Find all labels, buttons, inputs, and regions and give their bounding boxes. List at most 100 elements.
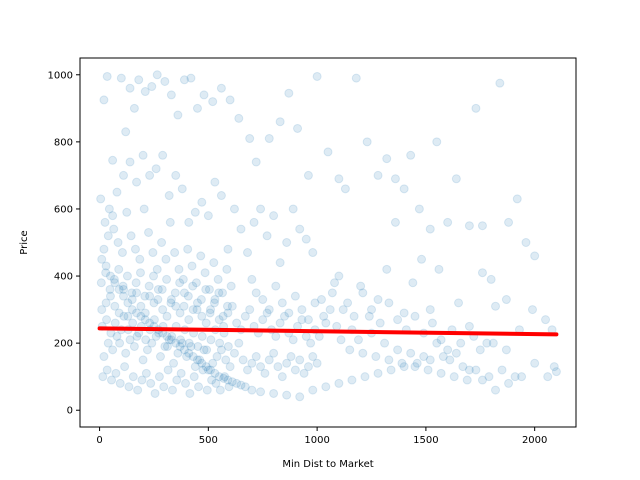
- data-point: [243, 365, 253, 375]
- data-point: [271, 331, 281, 341]
- data-point: [419, 352, 429, 362]
- data-point: [297, 315, 307, 325]
- data-point: [530, 251, 540, 261]
- data-point: [390, 217, 400, 227]
- data-point: [491, 301, 501, 311]
- data-point: [412, 358, 422, 368]
- data-point: [362, 137, 372, 147]
- data-point: [110, 278, 120, 288]
- data-point: [334, 271, 344, 281]
- data-point: [436, 335, 446, 345]
- data-point: [197, 331, 207, 341]
- data-point: [125, 83, 135, 93]
- data-point: [226, 281, 236, 291]
- data-point: [223, 375, 233, 385]
- data-point: [114, 264, 124, 274]
- data-point: [358, 348, 368, 358]
- data-point: [191, 278, 201, 288]
- data-point: [169, 358, 179, 368]
- data-point: [232, 378, 242, 388]
- data-point: [222, 264, 232, 274]
- data-point: [306, 338, 316, 348]
- data-point: [338, 305, 348, 315]
- data-point: [334, 378, 344, 388]
- data-point: [399, 362, 409, 372]
- data-point: [128, 372, 138, 382]
- data-point: [501, 295, 511, 305]
- data-point: [269, 348, 279, 358]
- data-point: [121, 348, 131, 358]
- data-point: [243, 248, 253, 258]
- data-point: [423, 365, 433, 375]
- data-point: [164, 191, 174, 201]
- data-point: [114, 284, 124, 294]
- data-point: [105, 271, 115, 281]
- data-point: [269, 388, 279, 398]
- x-tick-label: 1000: [304, 435, 329, 446]
- data-point: [195, 355, 205, 365]
- data-point: [159, 382, 169, 392]
- data-point: [406, 348, 416, 358]
- data-point: [118, 281, 128, 291]
- data-point: [177, 338, 187, 348]
- data-point: [488, 338, 498, 348]
- regression-line-layer: [97, 326, 559, 337]
- data-point: [119, 170, 129, 180]
- data-point: [234, 113, 244, 123]
- data-point: [108, 155, 118, 165]
- data-point: [297, 305, 307, 315]
- data-point: [140, 308, 150, 318]
- data-point: [149, 315, 159, 325]
- data-point: [217, 288, 227, 298]
- data-point: [477, 221, 487, 231]
- data-point: [512, 194, 522, 204]
- data-point: [295, 392, 305, 402]
- data-point: [142, 345, 152, 355]
- data-point: [128, 318, 138, 328]
- data-point: [207, 375, 217, 385]
- data-point: [308, 352, 318, 362]
- data-point: [356, 281, 366, 291]
- data-point: [458, 362, 468, 372]
- data-point: [166, 295, 176, 305]
- data-point: [110, 318, 120, 328]
- data-point: [120, 362, 130, 372]
- data-point: [210, 177, 220, 187]
- data-point: [247, 274, 257, 284]
- data-point: [445, 355, 455, 365]
- data-point: [167, 385, 177, 395]
- data-point: [312, 71, 322, 81]
- data-point: [216, 191, 226, 201]
- data-point: [373, 368, 383, 378]
- data-point: [414, 204, 424, 214]
- data-point: [154, 372, 164, 382]
- data-point: [240, 311, 250, 321]
- data-point: [238, 355, 248, 365]
- data-point: [449, 372, 459, 382]
- data-point: [136, 301, 146, 311]
- data-point: [141, 368, 151, 378]
- data-point: [495, 78, 505, 88]
- data-point: [170, 248, 180, 258]
- data-point: [491, 385, 501, 395]
- data-point: [115, 378, 125, 388]
- data-point: [327, 288, 337, 298]
- data-point: [189, 372, 199, 382]
- data-point: [190, 362, 200, 372]
- data-point: [264, 305, 274, 315]
- data-point: [256, 204, 266, 214]
- data-point: [245, 305, 255, 315]
- data-point: [393, 315, 403, 325]
- data-point: [347, 375, 357, 385]
- data-point: [201, 362, 211, 372]
- data-point: [312, 358, 322, 368]
- data-point: [99, 95, 109, 105]
- data-point: [184, 315, 194, 325]
- data-point: [251, 288, 261, 298]
- data-point: [145, 291, 155, 301]
- data-point: [200, 268, 210, 278]
- data-point: [127, 288, 137, 298]
- data-point: [220, 372, 230, 382]
- data-point: [410, 311, 420, 321]
- data-point: [197, 197, 207, 207]
